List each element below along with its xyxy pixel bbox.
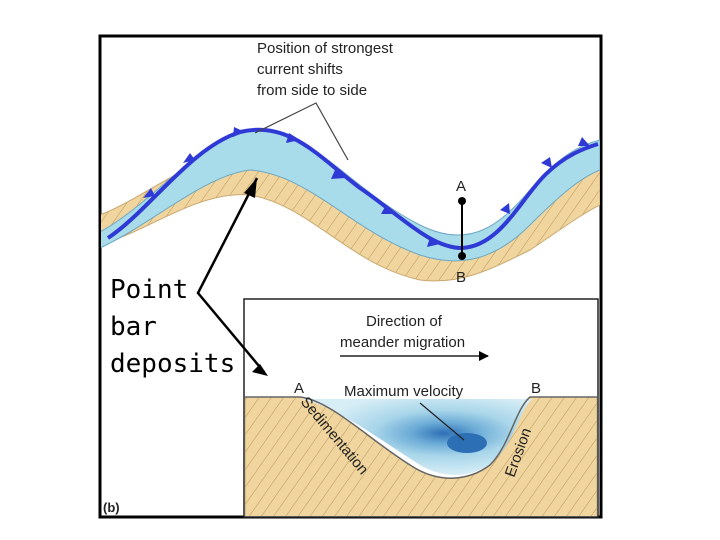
direction-label-line-2: meander migration — [340, 334, 465, 351]
callout-line-1: Position of strongest — [257, 40, 394, 57]
channel-water-cross-section — [300, 399, 532, 476]
max-velocity-pointer — [419, 402, 465, 441]
point-bar-line-2: bar — [110, 312, 157, 342]
max-velocity-label: Maximum velocity — [344, 383, 464, 400]
point-b-marker — [458, 252, 466, 260]
inset-label-b: B — [531, 380, 541, 397]
current-direction-arrowheads — [143, 127, 590, 247]
point-a-label: A — [456, 178, 466, 195]
point-bar-line-3: deposits — [110, 349, 235, 379]
point-a-marker — [458, 197, 466, 205]
strongest-current-arrow-path — [106, 127, 599, 251]
point-bar-line-1: Point — [110, 275, 188, 305]
maximum-velocity-core — [447, 433, 487, 453]
inset-label-a: A — [294, 380, 304, 397]
panel-label: (b) — [103, 500, 120, 515]
point-b-label: B — [456, 269, 466, 286]
callout-line-3: from side to side — [257, 82, 367, 99]
callout-line-2: current shifts — [257, 61, 343, 78]
pointer-arrowhead-lower — [252, 364, 268, 376]
callout-pointer — [254, 102, 349, 161]
channel-bed-outline — [245, 396, 597, 479]
point-bar-pointer-lines — [196, 177, 265, 373]
direction-label-line-1: Direction of — [366, 313, 443, 330]
pointer-arrowhead-upper — [244, 178, 257, 198]
point-bar-label-box — [106, 270, 234, 382]
